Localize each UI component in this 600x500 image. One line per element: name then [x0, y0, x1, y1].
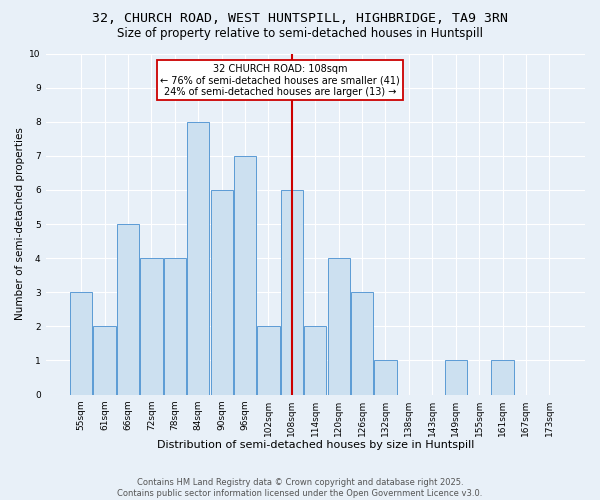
Bar — [70, 292, 92, 394]
X-axis label: Distribution of semi-detached houses by size in Huntspill: Distribution of semi-detached houses by … — [157, 440, 474, 450]
Y-axis label: Number of semi-detached properties: Number of semi-detached properties — [15, 128, 25, 320]
Bar — [445, 360, 467, 394]
Bar — [257, 326, 280, 394]
Bar — [187, 122, 209, 394]
Bar — [164, 258, 186, 394]
Text: 32, CHURCH ROAD, WEST HUNTSPILL, HIGHBRIDGE, TA9 3RN: 32, CHURCH ROAD, WEST HUNTSPILL, HIGHBRI… — [92, 12, 508, 26]
Text: Contains HM Land Registry data © Crown copyright and database right 2025.
Contai: Contains HM Land Registry data © Crown c… — [118, 478, 482, 498]
Bar — [491, 360, 514, 394]
Bar — [211, 190, 233, 394]
Bar — [374, 360, 397, 394]
Text: Size of property relative to semi-detached houses in Huntspill: Size of property relative to semi-detach… — [117, 28, 483, 40]
Bar — [304, 326, 326, 394]
Bar — [94, 326, 116, 394]
Bar — [140, 258, 163, 394]
Bar — [328, 258, 350, 394]
Text: 32 CHURCH ROAD: 108sqm
← 76% of semi-detached houses are smaller (41)
24% of sem: 32 CHURCH ROAD: 108sqm ← 76% of semi-det… — [160, 64, 400, 97]
Bar — [234, 156, 256, 394]
Bar — [117, 224, 139, 394]
Bar — [281, 190, 303, 394]
Bar — [351, 292, 373, 394]
